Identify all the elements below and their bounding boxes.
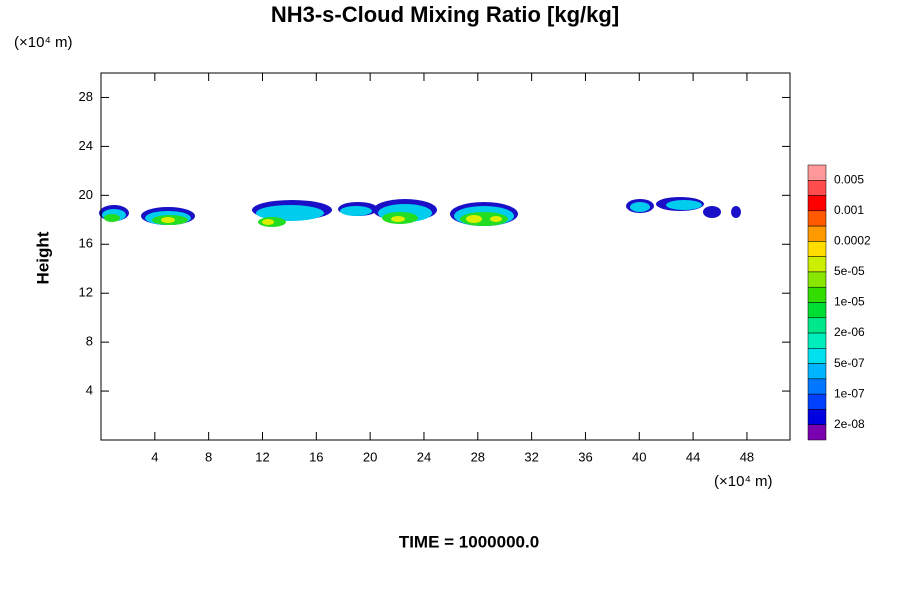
y-tick-label: 12	[79, 285, 93, 300]
colorbar-label: 5e-07	[834, 356, 865, 370]
footer: TIME = 1000000.0	[399, 532, 539, 551]
colorbar-swatch	[807, 317, 827, 334]
x-tick-label: 24	[417, 449, 431, 464]
colorbar-label: 1e-07	[834, 386, 865, 400]
colorbar-swatch	[807, 302, 827, 319]
y-tick-label: 20	[79, 187, 93, 202]
colorbar-label: 2e-08	[834, 417, 865, 431]
x-unit-label: (×10⁴ m)	[714, 473, 773, 490]
x-tick-label: 12	[255, 449, 269, 464]
x-tick-label: 20	[363, 449, 377, 464]
x-tick-label: 32	[524, 449, 538, 464]
colorbar-swatch	[807, 332, 827, 349]
colorbar-swatch	[807, 271, 827, 288]
colorbar-label: 5e-05	[834, 264, 865, 278]
y-tick-label: 24	[79, 138, 93, 153]
colorbar-swatch	[807, 424, 827, 441]
y-axis-label: Height	[33, 231, 52, 284]
x-tick-label: 28	[471, 449, 485, 464]
colorbar-swatch	[807, 225, 827, 242]
colorbar-swatch	[807, 164, 827, 181]
colorbar-swatch	[807, 409, 827, 425]
y-tick-label: 28	[79, 89, 93, 104]
colorbar-swatch	[807, 378, 827, 395]
x-tick-label: 48	[740, 449, 754, 464]
colorbar-swatch	[807, 180, 827, 196]
cloud-field	[99, 197, 741, 227]
x-tick-label: 8	[205, 449, 212, 464]
y-tick-label: 4	[86, 383, 93, 398]
x-tick-label: 40	[632, 449, 646, 464]
y-tick-label: 8	[86, 334, 93, 349]
colorbar-swatch	[807, 256, 827, 273]
x-tick-label: 36	[578, 449, 592, 464]
colorbar-swatch	[807, 195, 827, 212]
y-tick-label: 16	[79, 236, 93, 251]
colorbar-label: 0.0002	[834, 234, 871, 248]
x-tick-label: 44	[686, 449, 700, 464]
colorbar-swatch	[807, 348, 827, 364]
colorbar-swatch	[807, 363, 827, 380]
plot-frame	[100, 72, 791, 441]
chart-title: NH3-s-Cloud Mixing Ratio [kg/kg]	[271, 2, 619, 27]
colorbar-swatch	[807, 241, 827, 257]
colorbar-swatch	[807, 210, 827, 227]
colorbar-swatch	[807, 286, 827, 303]
x-tick-label: 4	[151, 449, 158, 464]
colorbar-swatch	[807, 393, 827, 410]
colorbar-label: 1e-05	[834, 295, 865, 309]
colorbar-label: 0.001	[834, 203, 864, 217]
colorbar-label: 0.005	[834, 172, 864, 186]
x-tick-label: 16	[309, 449, 323, 464]
colorbar-label: 2e-06	[834, 325, 865, 339]
y-unit-label: (×10⁴ m)	[14, 34, 73, 51]
